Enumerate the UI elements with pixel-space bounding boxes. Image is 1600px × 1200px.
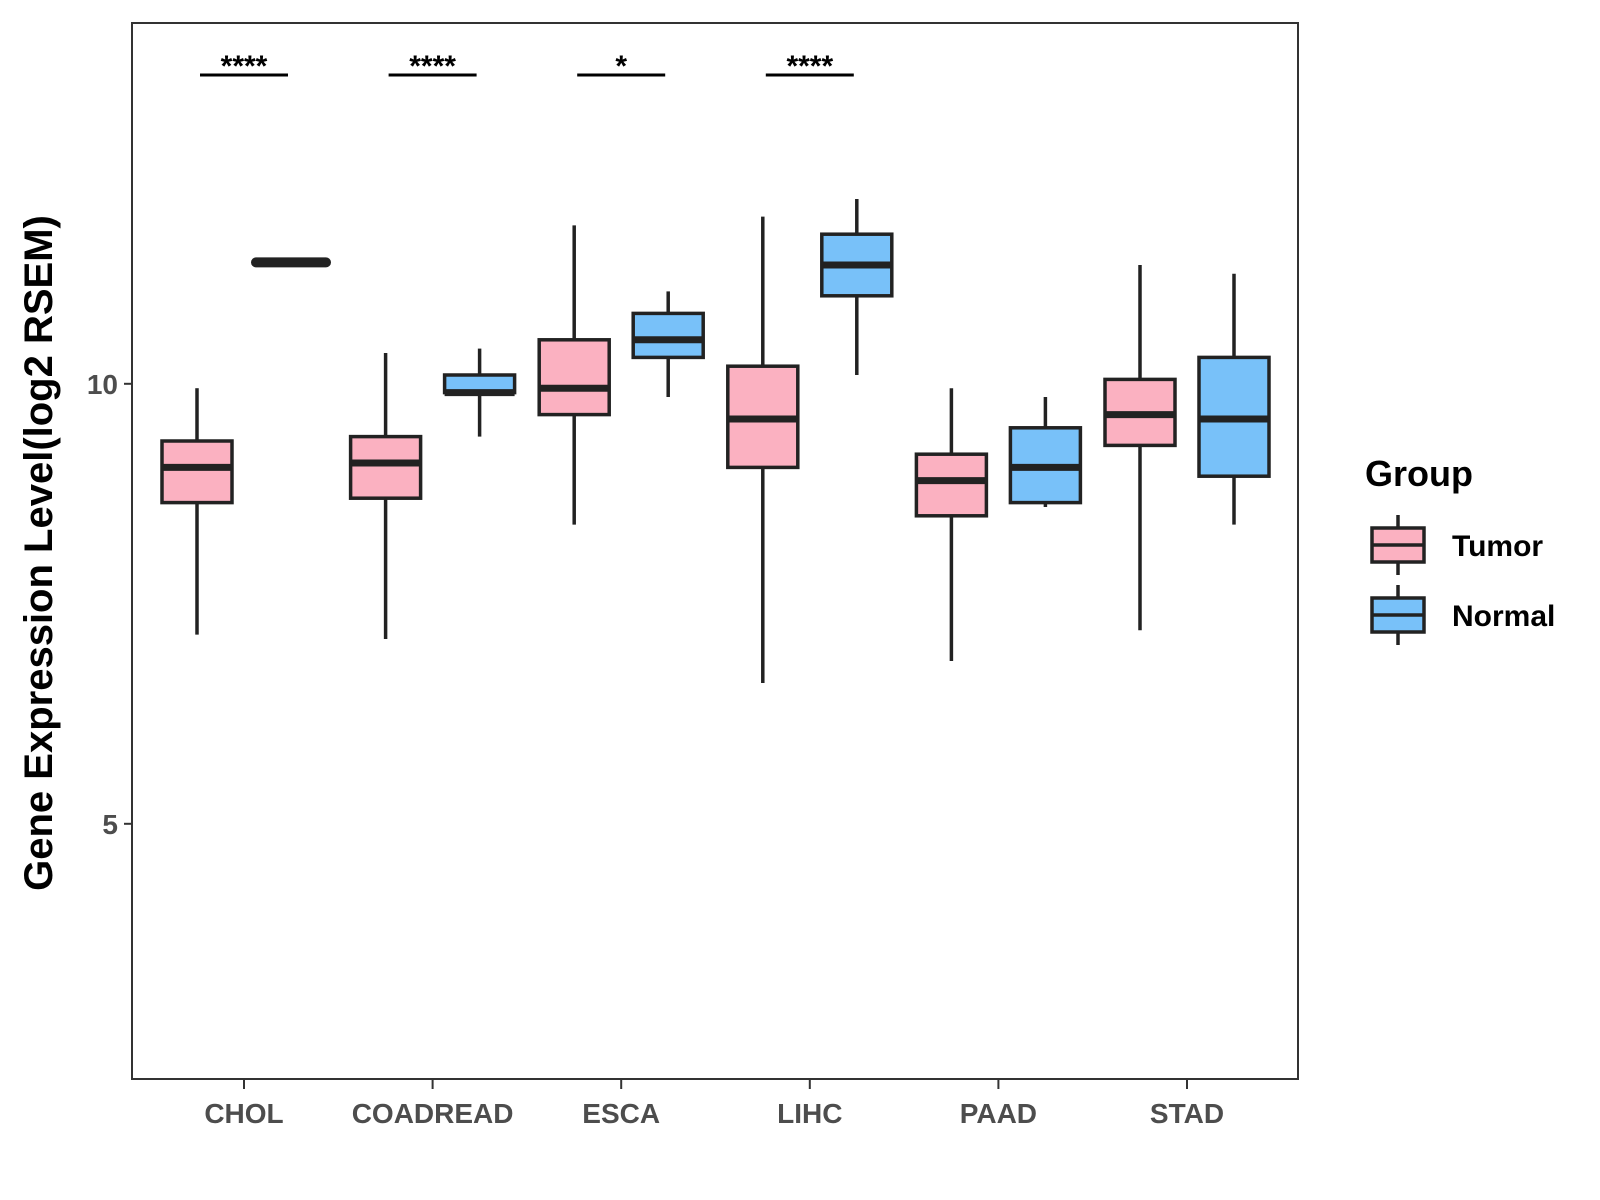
box-tumor-coadread xyxy=(348,353,423,639)
significance-label: * xyxy=(615,50,627,83)
x-tick-label-chol: CHOL xyxy=(204,1098,283,1129)
box-iqr xyxy=(914,452,989,518)
significance-esca: * xyxy=(577,50,666,83)
y-axis-title: Gene Expression Level(log2 RSEM) xyxy=(17,215,61,891)
box-iqr xyxy=(348,434,423,500)
legend-label: Tumor xyxy=(1452,530,1543,563)
box-normal-coadread xyxy=(442,348,517,437)
significance-coadread: **** xyxy=(388,50,477,83)
box-normal-esca xyxy=(631,291,705,397)
box-iqr xyxy=(160,439,234,505)
box-tumor-paad xyxy=(914,388,989,661)
legend-item-tumor: Tumor xyxy=(1370,515,1543,575)
x-tick-label-lihc: LIHC xyxy=(777,1098,842,1129)
legend-item-normal: Normal xyxy=(1370,585,1555,645)
box-iqr xyxy=(537,338,611,417)
significance-chol: **** xyxy=(200,50,288,83)
box-normal-lihc xyxy=(820,199,894,375)
box-tumor-chol xyxy=(160,388,234,635)
x-tick-label-paad: PAAD xyxy=(960,1098,1037,1129)
significance-lihc: **** xyxy=(765,50,854,83)
significance-label: **** xyxy=(221,50,268,83)
legend: Group Tumor Normal xyxy=(1365,453,1555,645)
box-normal-paad xyxy=(1008,397,1083,507)
plot-area: **** **** * **** xyxy=(160,50,1271,683)
box-tumor-lihc xyxy=(726,216,800,683)
axes: 5 10 CHOL COADREAD ESCA LIHC PAAD STAD xyxy=(87,22,1299,1129)
legend-label: Normal xyxy=(1452,600,1555,633)
box-tumor-esca xyxy=(537,225,611,525)
panel-border xyxy=(131,22,1299,1080)
legend-title: Group xyxy=(1365,453,1473,494)
x-tick-label-stad: STAD xyxy=(1150,1098,1224,1129)
x-tick-label-esca: ESCA xyxy=(582,1098,660,1129)
y-tick-label: 5 xyxy=(102,809,118,840)
box-iqr xyxy=(631,311,705,360)
y-tick-label: 10 xyxy=(87,369,118,400)
significance-label: **** xyxy=(409,50,456,83)
box-tumor-stad xyxy=(1103,265,1177,631)
x-tick-label-coadread: COADREAD xyxy=(352,1098,514,1129)
significance-label: **** xyxy=(786,50,833,83)
box-normal-stad xyxy=(1197,273,1271,525)
